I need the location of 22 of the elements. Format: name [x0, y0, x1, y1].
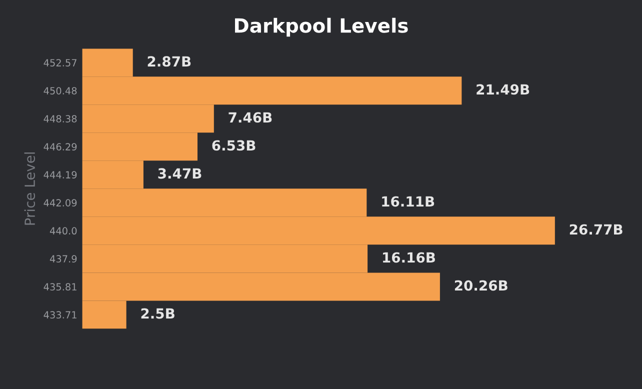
y-tick-label: 450.48 — [44, 87, 77, 94]
data-label: 26.77B — [570, 224, 622, 235]
data-label: 16.16B — [383, 252, 435, 263]
data-label: 7.46B — [228, 112, 272, 123]
y-tick-label: 452.57 — [44, 59, 76, 66]
data-label: 6.53B — [212, 140, 256, 151]
data-label: 3.47B — [158, 168, 202, 179]
y-tick-label: 446.29 — [44, 143, 77, 150]
data-label: 20.26B — [454, 280, 508, 291]
y-axis-title: Price Level — [24, 152, 36, 225]
y-tick-label: 440.0 — [50, 227, 77, 235]
y-tick-label: 437.9 — [50, 255, 77, 263]
y-tick-label: 448.38 — [44, 115, 77, 122]
chart-title: Darkpool Levels — [235, 18, 408, 37]
y-tick-label: 435.81 — [44, 283, 76, 291]
data-label: 21.49B — [476, 84, 530, 95]
data-label: 16.11B — [382, 196, 434, 207]
y-tick-label: 444.19 — [44, 171, 77, 178]
y-tick-label: 442.09 — [44, 199, 77, 206]
data-label: 2.5B — [141, 308, 174, 319]
y-tick-label: 433.71 — [44, 311, 76, 319]
data-label: 2.87B — [148, 56, 191, 67]
